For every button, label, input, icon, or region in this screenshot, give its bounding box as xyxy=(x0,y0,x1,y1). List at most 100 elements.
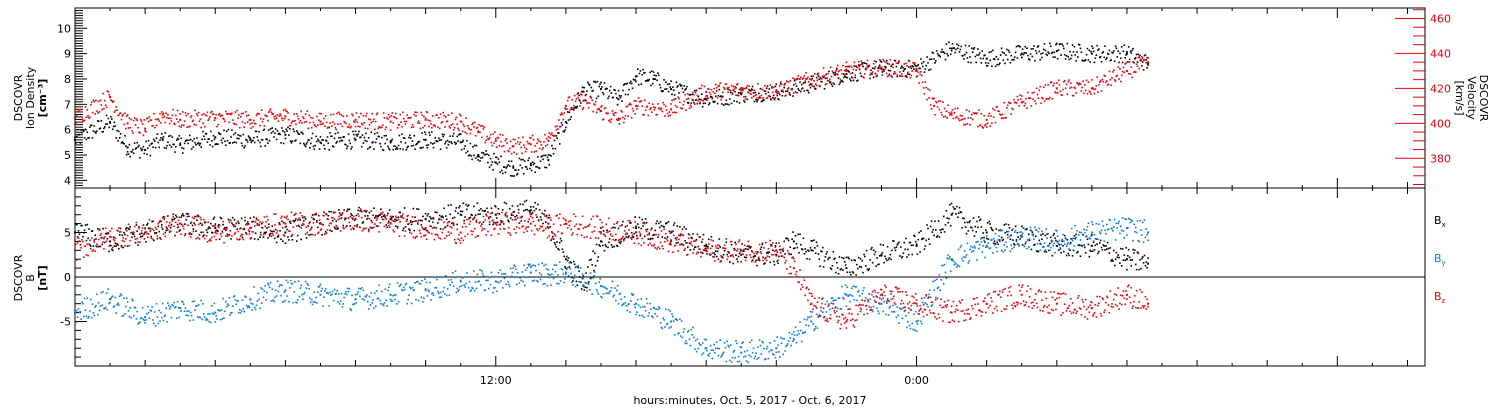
velocity-sample xyxy=(397,124,400,126)
b-bx-sample xyxy=(830,268,833,271)
ion-density-sample xyxy=(739,92,742,94)
b-bx-sample xyxy=(111,249,114,252)
velocity-sample xyxy=(212,113,215,115)
ion-density-sample xyxy=(1011,59,1013,61)
ion-density-sample xyxy=(422,146,424,149)
b-by-sample xyxy=(362,289,365,292)
ion-density-sample xyxy=(403,137,406,139)
ion-density-sample xyxy=(121,141,124,143)
velocity-sample xyxy=(1124,63,1126,65)
b-bx-sample xyxy=(634,216,636,218)
b-bx-sample xyxy=(1113,264,1116,267)
ion-density-point-5 xyxy=(179,143,182,146)
velocity-sample xyxy=(492,133,494,135)
b-by-sample xyxy=(453,276,456,279)
b-by-sample xyxy=(249,299,252,301)
ion-density-sample xyxy=(694,99,697,101)
velocity-sample xyxy=(1123,71,1126,74)
b-bx-sample xyxy=(284,242,287,244)
velocity-sample xyxy=(431,127,433,129)
velocity-sample xyxy=(818,84,821,87)
b-bx-sample xyxy=(516,214,518,217)
velocity-sample xyxy=(427,119,430,121)
velocity-sample xyxy=(548,132,551,134)
velocity-sample xyxy=(980,113,983,115)
b-by-sample xyxy=(88,315,90,318)
ion-density-sample xyxy=(580,90,583,93)
ion-density-sample xyxy=(482,152,485,154)
velocity-sample xyxy=(1118,78,1120,80)
b-bx-sample xyxy=(271,225,273,227)
b-by-sample xyxy=(651,316,654,319)
velocity-sample xyxy=(796,92,799,94)
velocity-sample xyxy=(683,100,686,103)
b-bx-sample xyxy=(377,215,380,218)
velocity-sample xyxy=(614,111,616,114)
velocity-sample xyxy=(871,72,873,75)
ion-density-sample xyxy=(226,139,229,142)
b-by-sample xyxy=(215,315,217,317)
b-by-sample xyxy=(818,314,821,316)
b-by-sample xyxy=(190,314,193,317)
velocity-sample xyxy=(628,104,630,106)
b-bx-sample xyxy=(648,232,650,235)
b-by-sample xyxy=(832,299,835,302)
ion-density-sample xyxy=(1053,51,1055,54)
b-bx-sample xyxy=(600,231,602,233)
b-bx-sample xyxy=(723,250,726,252)
velocity-sample xyxy=(720,99,722,101)
ion-density-sample xyxy=(367,148,369,150)
b-bx-sample xyxy=(1049,236,1052,238)
b-bx-sample xyxy=(576,284,579,286)
ion-density-sample xyxy=(122,142,124,144)
b-by-sample xyxy=(77,308,80,310)
ion-density-sample xyxy=(359,136,361,139)
b-bx-sample xyxy=(686,242,688,244)
b-bx-sample xyxy=(524,209,527,211)
b-bx-sample xyxy=(529,211,531,214)
ion-density-sample xyxy=(220,139,223,142)
b-by-sample xyxy=(646,302,649,305)
ion-density-sample xyxy=(241,144,244,147)
b-bx-sample xyxy=(669,242,671,244)
b-by-sample xyxy=(796,334,799,336)
velocity-sample xyxy=(934,114,936,116)
b-bx-sample xyxy=(1105,245,1107,247)
ion-density-sample xyxy=(102,130,104,133)
velocity-sample xyxy=(205,114,208,117)
b-by-sample xyxy=(713,343,715,346)
b-by-sample xyxy=(189,311,192,314)
b-bx-sample xyxy=(523,200,526,203)
ion-density-sample xyxy=(978,52,981,54)
b-bx-sample xyxy=(1126,268,1128,271)
ion-density-sample xyxy=(307,139,309,141)
ion-density-sample xyxy=(924,68,927,70)
ion-density-sample xyxy=(79,142,82,144)
ion-density-sample xyxy=(997,58,999,61)
b-by-sample xyxy=(432,294,435,296)
ion-density-sample xyxy=(490,164,493,166)
b-by-sample xyxy=(623,303,625,305)
ion-density-sample xyxy=(1054,56,1056,58)
b-bx-sample xyxy=(358,206,360,209)
ion-density-sample xyxy=(1055,43,1057,46)
velocity-sample xyxy=(1004,117,1006,119)
b-by-sample xyxy=(744,355,747,358)
b-bx-sample xyxy=(613,245,615,248)
velocity-sample xyxy=(566,108,568,110)
b-bx-sample xyxy=(505,202,508,205)
b-bx-sample xyxy=(1113,249,1115,252)
velocity-sample xyxy=(118,112,121,115)
b-bx-sample xyxy=(879,243,882,246)
b-by-sample xyxy=(513,264,515,266)
velocity-sample xyxy=(933,97,935,100)
velocity-sample xyxy=(908,60,911,63)
velocity-sample xyxy=(1005,117,1007,119)
b-bx-sample xyxy=(1143,254,1146,257)
ion-density-sample xyxy=(99,127,102,129)
b-bx-sample xyxy=(1092,250,1094,252)
b-by-sample xyxy=(795,341,798,344)
ion-density-sample xyxy=(688,94,691,96)
ion-density-sample xyxy=(246,139,248,141)
